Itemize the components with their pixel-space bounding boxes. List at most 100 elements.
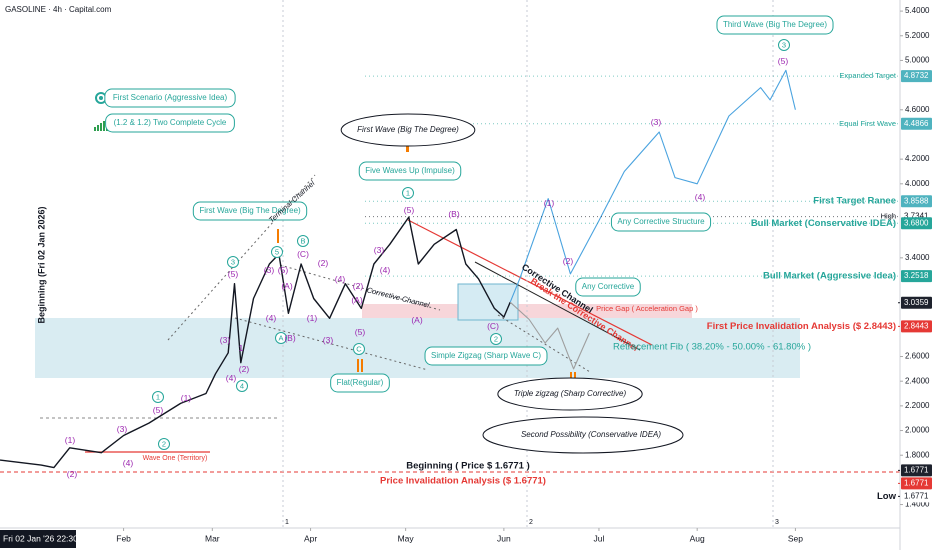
wave-label: (3) [264, 265, 275, 275]
x-tick-label: Apr [304, 533, 317, 543]
channel-line [234, 317, 429, 371]
channel-line [497, 314, 591, 373]
cursor-box [0, 530, 76, 548]
level-value: 3.0359 [904, 298, 929, 307]
annotation-text: Retracement Fib ( 38.20% - 50.00% - 61.8… [613, 342, 811, 353]
annotation-text: Price Invalidation Analysis ($ 1.6771) [380, 476, 546, 487]
annotation: Five Waves Up (Impulse) [358, 161, 462, 181]
y-tick-label: 5.4000 [905, 6, 930, 15]
wave-label: (5) [278, 265, 289, 275]
wave-label: A [278, 333, 283, 342]
y-tick-label: 5.2000 [905, 31, 930, 40]
degree-marker [357, 359, 359, 372]
annotation-text: Flat(Regular) [337, 378, 384, 387]
x-tick-label: Jul [594, 533, 605, 543]
level-box [901, 477, 932, 490]
wave-label: (5) [228, 269, 239, 279]
annotation: Third Wave (Big The Degree) [716, 15, 834, 35]
annotation-text: First Scenario (Aggressive Idea) [113, 93, 228, 102]
level-box [901, 195, 932, 208]
channel-line [167, 174, 316, 341]
level-box [901, 117, 932, 130]
wave-label: 2 [162, 439, 166, 448]
wave-label: (5) [153, 405, 164, 415]
wave-label: (1) [65, 435, 76, 445]
wave-label: (B) [284, 333, 296, 343]
level-box [901, 296, 932, 309]
annotation: Simple Zigzag (Sharp Wave C) [424, 346, 548, 366]
wave-label: (3) [220, 335, 231, 345]
wave-circle [297, 235, 309, 247]
annotation: First Wave (Big The Degree) [340, 113, 476, 147]
wave-label: 3 [782, 40, 786, 49]
annotation: Beginning ( Price $ 1.6771 ) [406, 461, 530, 472]
annotation-box [424, 346, 548, 366]
y-tick-label: 5.0000 [905, 56, 930, 65]
level-value: 4.4866 [904, 119, 929, 128]
annotation-text: Any Corrective [582, 282, 635, 291]
wave-circle [158, 438, 170, 450]
annotation: Price Gap ( Acceleration Gap ) [596, 304, 698, 313]
annotation: Any Corrective Structure [610, 212, 712, 232]
x-tick-label: Aug [690, 533, 705, 543]
y-tick-label: 4.0000 [905, 179, 930, 188]
wave-label: (1) [181, 393, 192, 403]
wave-circle [271, 246, 283, 258]
degree-marker [361, 359, 363, 372]
wave-label: (4) [266, 313, 277, 323]
wave-label: (4) [695, 192, 706, 202]
wave-label: (3) [323, 335, 334, 345]
x-tick-label: Sep [788, 533, 803, 543]
wave-label: B [300, 236, 305, 245]
annotation-ellipse [482, 416, 684, 454]
wave-label: 3 [231, 257, 235, 266]
wave-label: (3) [117, 424, 128, 434]
price-line [509, 69, 796, 303]
y-tick-label: 2.2000 [905, 401, 930, 410]
wave-label: C [356, 344, 362, 353]
annotation: Wave One (Territory) [143, 455, 208, 462]
wave-label: (A) [351, 295, 363, 305]
annotation-text: Five Waves Up (Impulse) [365, 166, 455, 175]
wave-label: (B) [448, 209, 460, 219]
wave-label: (2) [318, 258, 329, 268]
target-box [457, 283, 519, 321]
annotation-text: First Wave (Big The Degree) [199, 206, 301, 215]
wave-label: 4 [240, 381, 244, 390]
level-value: 3.2518 [904, 271, 929, 280]
level-name: Expanded Target [839, 71, 896, 80]
wave-label: 5 [275, 247, 279, 256]
wave-circle [402, 187, 414, 199]
session-marker: 2 [529, 519, 533, 526]
wave-circle [227, 256, 239, 268]
wave-label: (2) [563, 256, 574, 266]
wave-circle [353, 343, 365, 355]
wave-label: (5) [355, 327, 366, 337]
x-tick-label: Jun [497, 533, 511, 543]
annotation-text: Any Corrective Structure [617, 217, 705, 226]
annotation: Beginning (Fri 02 Jan 2026) [36, 206, 46, 323]
annotation: (1.2 & 1.2) Two Complete Cycle [105, 113, 235, 133]
annotation-box [192, 201, 308, 221]
level-value: 4.8732 [904, 71, 929, 80]
degree-marker [277, 229, 279, 243]
annotation-text: First Wave (Big The Degree) [357, 125, 459, 134]
level-name: Low [877, 491, 897, 502]
annotation: First Wave (Big The Degree) [192, 201, 308, 221]
x-tick-label: Feb [116, 533, 131, 543]
level-box [901, 217, 932, 230]
level-box [901, 320, 932, 333]
annotation-text: Beginning ( Price $ 1.6771 ) [406, 461, 530, 472]
wave-circle [236, 380, 248, 392]
y-tick-label: 1.8000 [905, 450, 930, 459]
session-marker: 1 [285, 519, 289, 526]
annotation: Triple zigzag (Sharp Corrective) [497, 377, 643, 411]
fib-zone [35, 318, 800, 378]
x-tick-label: Mar [205, 533, 220, 543]
annotation-box [105, 113, 235, 133]
level-value: 3.8588 [904, 196, 929, 205]
wave-label: (2) [239, 364, 250, 374]
y-tick-label: 4.6000 [905, 105, 930, 114]
wave-label: (4) [335, 274, 346, 284]
wave-label: (5) [404, 205, 415, 215]
